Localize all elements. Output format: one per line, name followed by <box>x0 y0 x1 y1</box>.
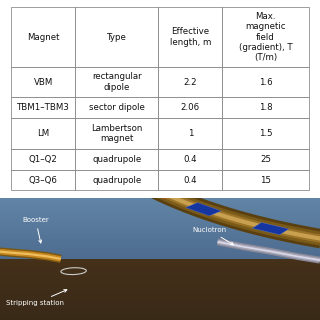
Bar <box>0 219 320 221</box>
Bar <box>0 215 320 216</box>
Bar <box>0 297 320 299</box>
Bar <box>0 245 320 247</box>
Bar <box>0 218 320 219</box>
Polygon shape <box>153 189 177 198</box>
Bar <box>0 239 320 241</box>
Bar <box>0 283 320 285</box>
Bar <box>0 267 320 268</box>
Bar <box>0 262 320 263</box>
Bar <box>0 237 320 239</box>
Bar <box>0 302 320 303</box>
Bar <box>0 256 320 257</box>
Bar <box>0 317 320 318</box>
Bar <box>0 212 320 213</box>
Bar <box>0 248 320 250</box>
Bar <box>0 265 320 267</box>
Bar <box>0 308 320 309</box>
Bar <box>0 233 320 235</box>
Bar <box>0 253 320 254</box>
Bar <box>0 221 320 222</box>
Bar <box>0 224 320 225</box>
Bar <box>0 257 320 259</box>
Bar <box>0 314 320 316</box>
Bar <box>0 204 320 205</box>
Bar <box>0 294 320 296</box>
Text: Booster: Booster <box>22 217 49 243</box>
Bar <box>0 242 320 244</box>
Bar <box>0 282 320 283</box>
Bar <box>0 251 320 253</box>
Bar <box>0 290 320 291</box>
Bar <box>0 241 320 242</box>
Bar <box>0 263 320 265</box>
Bar <box>0 273 320 274</box>
Bar <box>0 199 320 201</box>
Bar <box>0 312 320 314</box>
Bar <box>0 271 320 273</box>
Bar <box>0 303 320 305</box>
Bar <box>0 277 320 279</box>
Bar <box>0 288 320 290</box>
Bar <box>0 210 320 212</box>
Bar <box>0 259 320 260</box>
Bar <box>0 230 320 231</box>
Bar <box>0 205 320 207</box>
Bar <box>0 318 320 320</box>
Polygon shape <box>90 151 119 164</box>
Text: Stripping station: Stripping station <box>6 290 67 306</box>
Bar <box>0 227 320 228</box>
Bar <box>0 268 320 270</box>
Text: Nuclotron: Nuclotron <box>192 227 234 245</box>
Bar <box>0 305 320 306</box>
Bar <box>0 247 320 248</box>
Bar <box>0 231 320 233</box>
Bar <box>0 316 320 317</box>
Bar <box>0 285 320 286</box>
Polygon shape <box>131 178 164 192</box>
Bar <box>0 250 320 251</box>
Bar <box>0 198 320 199</box>
Polygon shape <box>252 222 289 235</box>
Bar <box>0 203 320 204</box>
Bar <box>0 213 320 215</box>
Bar <box>0 306 320 308</box>
Bar <box>0 274 320 276</box>
Bar <box>0 209 320 210</box>
Bar <box>0 279 320 280</box>
Bar <box>0 270 320 271</box>
Bar <box>0 286 320 288</box>
Bar <box>0 201 320 203</box>
Bar <box>0 260 320 262</box>
Bar <box>0 311 320 312</box>
Bar <box>0 291 320 292</box>
Polygon shape <box>186 203 221 216</box>
Bar <box>0 222 320 224</box>
Bar <box>0 236 320 237</box>
Bar <box>0 207 320 209</box>
Bar <box>0 300 320 302</box>
Bar <box>0 280 320 282</box>
Bar <box>0 228 320 230</box>
Bar <box>0 244 320 245</box>
Bar <box>0 299 320 300</box>
Bar <box>0 276 320 277</box>
Bar <box>0 216 320 218</box>
Bar <box>0 296 320 297</box>
Bar <box>0 235 320 236</box>
Bar <box>0 225 320 227</box>
Bar <box>0 292 320 294</box>
Bar <box>0 309 320 311</box>
Bar <box>0 254 320 256</box>
